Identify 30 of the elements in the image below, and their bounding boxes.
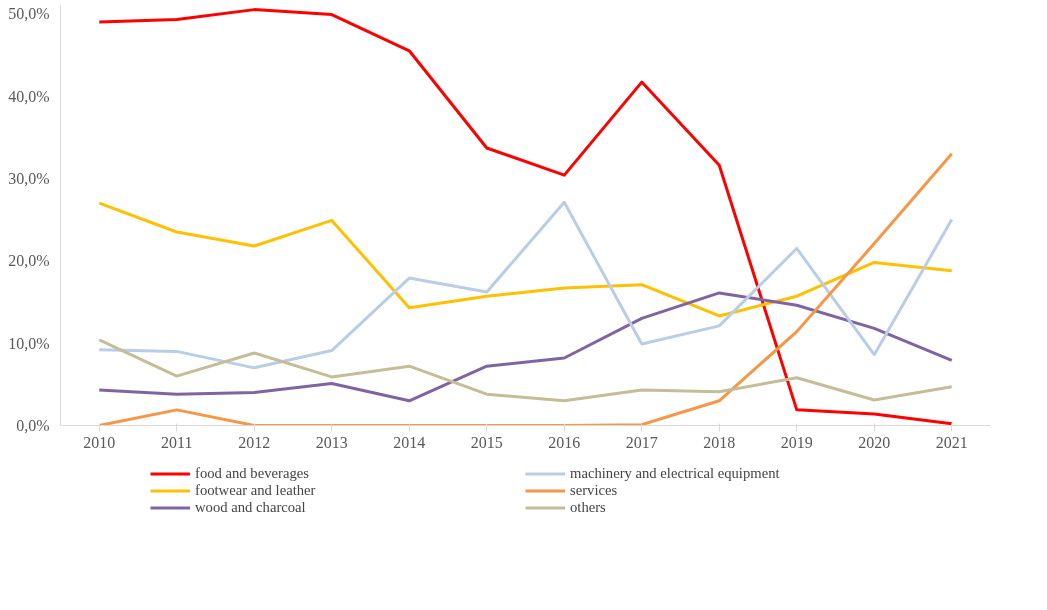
legend-label: wood and charcoal [195,498,307,516]
y-tick-label: 10,0% [8,334,50,352]
legend-label: food and beverages [195,464,310,482]
x-tick-label: 2019 [780,433,813,451]
x-tick-label: 2017 [625,433,658,451]
y-tick-label: 50,0% [8,5,50,23]
x-tick-label: 2020 [858,433,891,451]
x-tick-label: 2021 [935,433,968,451]
line-series [97,201,954,318]
x-tick-label: 2012 [238,433,271,451]
x-tick-label: 2016 [548,433,581,451]
y-tick-label: 20,0% [8,252,50,270]
x-tick-label: 2011 [161,433,193,451]
line-series [97,338,954,403]
y-tick-label: 0,0% [16,417,50,434]
legend-label: footwear and leather [195,481,317,499]
x-tick-label: 2015 [470,433,503,451]
x-tick-label: 2010 [83,433,116,451]
line-series [97,291,954,403]
line-series [97,152,954,426]
legend-label: services [570,481,619,499]
y-tick-label: 30,0% [8,169,50,187]
x-tick-label: 2013 [315,433,348,451]
line-series [97,200,954,370]
legend-label: others [570,498,607,516]
x-tick-label: 2018 [703,433,736,451]
legend-label: machinery and electrical equipment [570,464,781,482]
x-tick-label: 2014 [393,433,426,451]
y-tick-label: 40,0% [8,87,50,105]
line-series [97,8,954,426]
